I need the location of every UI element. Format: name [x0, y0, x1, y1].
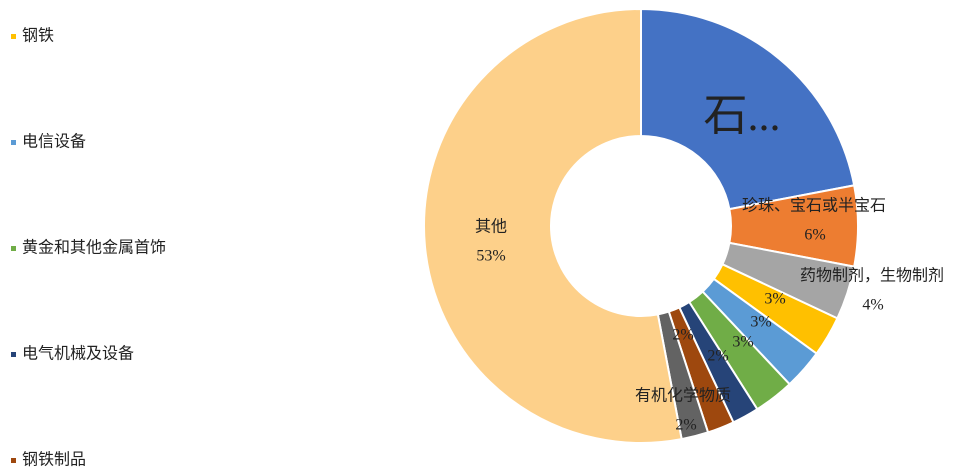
- slice-value-label: 6%: [804, 227, 825, 244]
- legend-label: 黄金和其他金属首饰: [22, 239, 166, 257]
- legend-label: 电气机械及设备: [22, 345, 134, 363]
- legend-label: 钢铁制品: [22, 451, 86, 469]
- legend-swatch: [11, 458, 16, 463]
- slice-name-label: 珍珠、宝石或半宝石: [742, 197, 886, 215]
- slice-name-label: 其他: [475, 218, 507, 236]
- slice-value-label: 4%: [862, 297, 883, 314]
- slice-value-label: 2%: [707, 348, 728, 365]
- legend-label: 钢铁: [22, 27, 54, 45]
- slice-value-label: 3%: [764, 291, 785, 308]
- slice-name-label: 石...: [704, 91, 781, 140]
- legend-swatch: [11, 34, 16, 39]
- slice-name-label: 有机化学物质: [635, 387, 731, 405]
- slice-value-label: 3%: [732, 334, 753, 351]
- slice-value-label: 53%: [476, 248, 505, 265]
- donut-slice: [423, 7, 683, 444]
- slice-name-label: 药物制剂，生物制剂: [800, 267, 944, 285]
- slice-value-label: 3%: [750, 314, 771, 331]
- legend-swatch: [11, 246, 16, 251]
- slice-value-label: 2%: [675, 417, 696, 434]
- donut-slice: [640, 7, 856, 211]
- slice-value-label: 2%: [672, 327, 693, 344]
- legend-label: 电信设备: [22, 133, 86, 151]
- legend-swatch: [11, 140, 16, 145]
- legend-swatch: [11, 352, 16, 357]
